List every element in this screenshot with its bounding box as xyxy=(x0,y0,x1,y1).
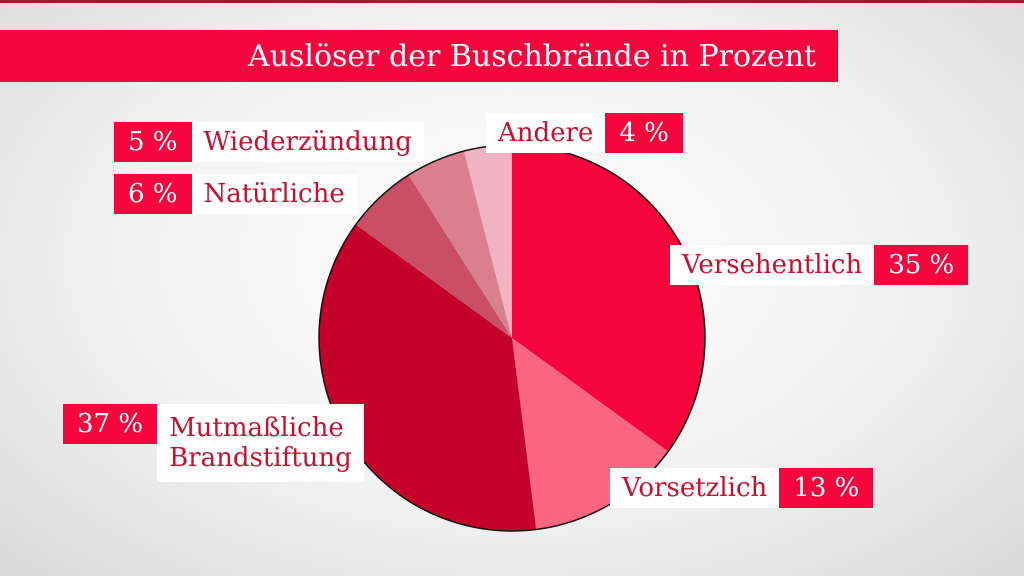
slice-name-brandstiftung-line2: Brandstiftung xyxy=(169,443,352,473)
pie-slice-3 xyxy=(355,175,512,338)
pie-slice-0 xyxy=(512,145,705,452)
slice-name-brandstiftung-line1: Mutmaßliche xyxy=(169,413,344,443)
slice-name-natuerliche: Natürliche xyxy=(191,174,357,214)
slice-value-wiederzuendung: 5 % xyxy=(114,122,192,162)
slice-value-brandstiftung: 37 % xyxy=(63,404,158,444)
slice-name-brandstiftung: Mutmaßliche Brandstiftung xyxy=(157,404,364,482)
slice-name-andere: Andere xyxy=(486,113,606,153)
slice-value-versehentlich: 35 % xyxy=(874,245,969,285)
label-wiederzuendung: 5 % Wiederzündung xyxy=(114,122,424,162)
top-accent-line xyxy=(0,0,1024,3)
slice-name-versehentlich: Versehentlich xyxy=(670,245,875,285)
pie-slice-5 xyxy=(464,145,512,338)
label-versehentlich: Versehentlich 35 % xyxy=(670,245,969,285)
slice-name-wiederzuendung: Wiederzündung xyxy=(191,122,424,162)
pie-slice-2 xyxy=(318,224,537,532)
slice-value-natuerliche: 6 % xyxy=(114,174,192,214)
label-natuerliche: 6 % Natürliche xyxy=(114,174,357,214)
chart-title: Auslöser der Buschbrände in Prozent xyxy=(0,30,838,82)
slice-value-andere: 4 % xyxy=(605,113,683,153)
slice-name-vorsetzlich: Vorsetzlich xyxy=(610,468,780,508)
slice-value-vorsetzlich: 13 % xyxy=(779,468,874,508)
pie-slice-4 xyxy=(408,151,512,338)
label-andere: Andere 4 % xyxy=(486,113,683,153)
label-vorsetzlich: Vorsetzlich 13 % xyxy=(610,468,874,508)
label-brandstiftung: 37 % Mutmaßliche Brandstiftung xyxy=(63,404,364,482)
